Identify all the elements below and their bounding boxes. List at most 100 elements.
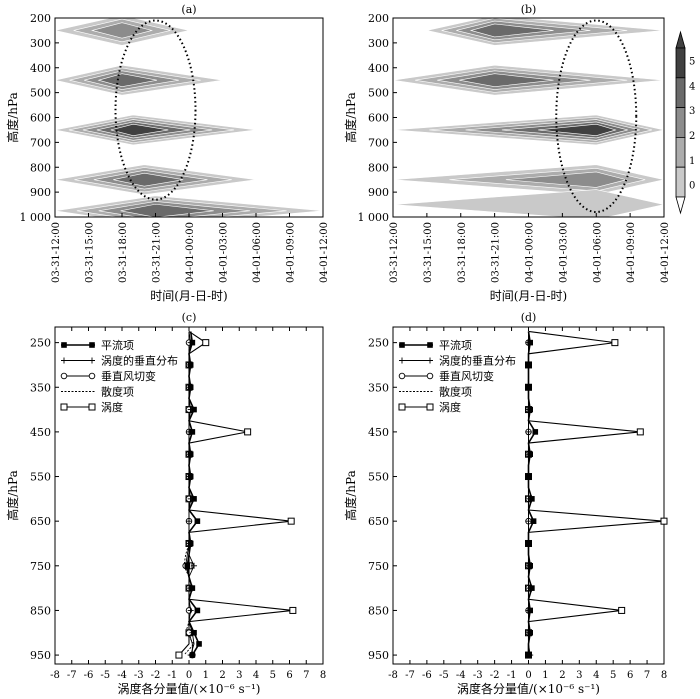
panel-label: (a) [181,3,196,16]
x-tick-label: 04-01-00:00 [185,222,196,283]
y-tick-label: 800 [368,161,389,174]
dotted-ellipse [555,19,638,214]
marker-filled-square [187,451,194,458]
x-tick-label: 7 [644,670,650,681]
y-tick-label: 350 [30,381,51,394]
dotted-ellipse [114,19,197,201]
x-tick-label: -6 [422,670,432,681]
x-tick-label: -6 [84,670,94,681]
marker-open-square [88,403,96,411]
marker-filled-square [189,585,196,591]
colorbar-segment [675,107,686,138]
contour-band-2-level-4 [459,73,554,88]
marker-filled-square [527,451,533,458]
series-advection [184,331,202,658]
x-tick-label: 4 [253,670,259,681]
marker-open-square [60,403,68,411]
colorbar-arrow-bottom [675,196,686,215]
x-tick-label: 8 [661,670,667,681]
marker-filled-square [189,652,196,658]
marker-filled-square [527,406,533,413]
x-axis-label: 涡度各分量值/(×10⁻⁶ s⁻¹) [118,681,261,696]
x-tick-label: 1 [203,670,209,681]
x-tick-label: -3 [134,670,144,681]
x-tick-label: 03-31-12:00 [389,222,400,283]
y-tick-label: 300 [368,37,389,50]
x-tick-label: -1 [507,670,517,681]
x-tick-label: 6 [627,670,633,681]
marker-filled-square [187,540,194,547]
y-tick-label: 550 [368,471,389,484]
colorbar-tick-label: 3 [689,106,695,117]
x-tick-label: -2 [490,670,500,681]
x-tick-label: 3 [236,670,242,681]
contour-band-3-level-5 [538,123,617,136]
x-tick-label: 2 [219,670,225,681]
marker-filled-square [187,384,194,391]
marker-open-square [618,606,626,614]
marker-open-square [636,428,644,436]
y-tick-label: 850 [30,604,51,617]
x-axis-label: 时间(月-日-时) [150,289,227,303]
colorbar-segment [675,166,686,198]
colorbar-segment [675,136,686,168]
x-tick-label: -8 [50,670,60,681]
x-tick-label: 03-31-18:00 [457,222,468,283]
marker-filled-square [399,342,405,348]
legend-label: 涡度的垂直分布 [101,354,178,368]
marker-open-square [660,517,668,525]
x-tick-label: 8 [320,670,326,681]
y-tick-label: 450 [30,426,51,439]
x-tick-label: 03-31-21:00 [491,222,502,283]
legend-label: 涡度 [101,400,123,414]
marker-open-square [398,403,406,411]
marker-filled-square [529,496,535,502]
y-tick-label: 500 [30,87,51,100]
y-tick-label: 550 [30,471,51,484]
x-tick-label: 04-01-12:00 [319,222,330,283]
x-tick-label: 04-01-06:00 [592,222,603,283]
marker-filled-square [189,429,196,435]
contour-band-4-level-4 [113,172,184,187]
y-tick-label: 1 000 [358,211,390,224]
x-tick-label: 6 [286,670,292,681]
contour-band-4-level-3 [505,171,628,188]
marker-filled-square [525,652,532,658]
y-tick-label: 800 [30,161,51,174]
y-tick-label: 450 [368,426,389,439]
x-tick-label: 04-01-12:00 [660,222,671,283]
marker-open-square [611,339,619,347]
x-tick-label: 04-01-06:00 [252,222,263,283]
marker-filled-square [194,518,201,524]
line-panel-c: -8 -7 -6 -5 -4 -3 -2 -1 0 1 2 3 4 5 6 7 8 250 350 450 550 650… [5,311,326,696]
y-tick-label: 850 [368,604,389,617]
marker-open-square [244,428,252,436]
marker-circle [426,372,434,380]
y-tick-label: 1 000 [20,211,52,224]
x-tick-label: 2 [559,670,565,681]
legend-label: 垂直风切变 [101,369,156,383]
x-tick-label: 7 [303,670,309,681]
y-tick-label: 400 [368,62,389,75]
marker-filled-square [61,342,67,348]
y-tick-label: 200 [30,12,51,25]
colorbar-tick-label: 1 [689,156,695,167]
x-tick-label: 3 [576,670,582,681]
legend-label: 涡度的垂直分布 [439,354,516,368]
colorbar-tick-label: 2 [689,131,695,142]
marker-filled-square [196,641,202,647]
heatmap-panel-b: 200 300 400 500 600 700 800 900 1 00003-31-12:00… [343,3,695,303]
y-axis-label: 高度/hPa [343,470,358,520]
x-tick-label: -7 [67,670,77,681]
x-tick-label: 04-01-09:00 [626,222,637,283]
y-tick-label: 300 [30,37,51,50]
marker-circle [88,372,96,380]
legend-label: 散度项 [439,385,472,399]
marker-filled-square [191,496,197,502]
x-tick-label: 1 [542,670,548,681]
y-tick-label: 250 [368,337,389,350]
marker-filled-square [187,362,194,368]
